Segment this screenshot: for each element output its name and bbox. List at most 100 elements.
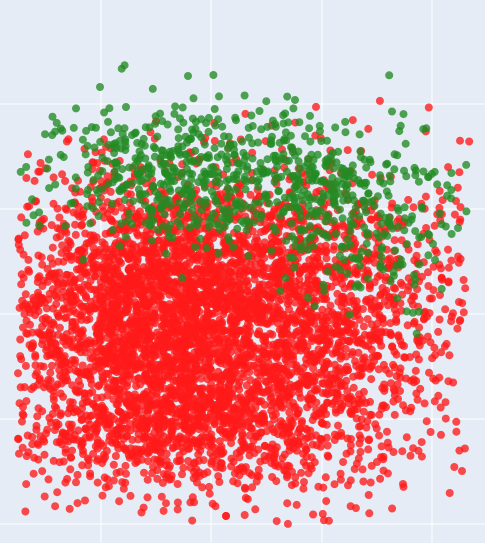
data-point	[46, 384, 55, 393]
data-point	[166, 400, 175, 409]
data-point	[318, 419, 327, 428]
data-point	[261, 377, 270, 386]
data-point	[78, 404, 87, 413]
data-point	[208, 328, 217, 337]
data-point	[296, 346, 305, 355]
data-point	[421, 192, 430, 201]
data-point	[260, 388, 269, 397]
data-point	[213, 303, 222, 312]
data-point	[278, 326, 287, 335]
data-point	[49, 304, 57, 313]
data-point	[412, 389, 421, 398]
data-point	[88, 258, 97, 267]
data-point	[317, 412, 326, 421]
data-point	[89, 243, 98, 252]
data-point	[367, 363, 375, 371]
data-point	[291, 479, 300, 488]
data-point	[89, 366, 98, 375]
data-point	[257, 309, 266, 318]
data-point	[426, 428, 435, 436]
data-point	[24, 266, 33, 274]
data-point	[323, 441, 332, 450]
data-point	[19, 403, 27, 411]
data-point	[346, 476, 355, 485]
data-point	[89, 339, 98, 348]
data-point	[33, 439, 42, 448]
data-point	[140, 390, 149, 398]
data-point	[181, 300, 190, 309]
data-point	[134, 435, 143, 444]
data-point	[69, 300, 77, 309]
data-point	[43, 425, 52, 434]
data-point	[122, 413, 131, 422]
data-point	[305, 395, 314, 404]
data-point	[93, 263, 101, 272]
data-point	[235, 405, 244, 414]
data-point	[465, 137, 474, 146]
data-point	[336, 341, 345, 350]
data-point	[424, 268, 432, 277]
data-point	[312, 441, 321, 450]
data-point	[121, 232, 130, 241]
data-point	[37, 330, 46, 339]
data-point	[84, 163, 93, 171]
data-point	[59, 153, 68, 162]
data-point	[23, 150, 32, 159]
data-point	[370, 331, 379, 340]
data-point	[194, 450, 203, 459]
data-point	[51, 502, 60, 511]
data-point	[132, 312, 141, 321]
data-point	[189, 467, 198, 476]
data-point	[178, 307, 187, 316]
data-point	[458, 467, 466, 475]
data-point	[367, 302, 376, 311]
data-point	[190, 376, 199, 384]
data-point	[121, 305, 130, 314]
data-point	[133, 219, 142, 228]
data-point	[56, 232, 65, 241]
data-point	[285, 442, 294, 451]
data-point	[29, 469, 38, 478]
data-point	[359, 407, 368, 416]
data-point	[179, 407, 188, 416]
data-point	[208, 309, 217, 318]
data-point	[261, 337, 270, 346]
data-point	[116, 394, 125, 403]
data-point	[119, 424, 128, 433]
data-point	[86, 219, 95, 228]
data-point	[104, 342, 113, 351]
data-point	[128, 245, 137, 254]
data-point	[376, 474, 385, 483]
data-point	[366, 478, 375, 487]
data-point	[70, 431, 79, 439]
data-point	[109, 273, 118, 282]
data-point	[459, 308, 468, 317]
data-point	[68, 356, 77, 365]
data-point	[269, 349, 278, 358]
data-point	[318, 379, 327, 388]
data-point	[159, 506, 168, 515]
data-point	[245, 299, 254, 308]
data-point	[399, 480, 407, 488]
data-point	[61, 478, 70, 487]
data-point	[67, 453, 76, 462]
data-point	[230, 469, 239, 478]
data-point	[251, 505, 260, 514]
data-point	[44, 475, 53, 484]
data-point	[289, 360, 298, 369]
data-point	[347, 291, 355, 300]
data-point	[194, 456, 203, 465]
data-point	[362, 423, 371, 432]
data-point	[241, 443, 250, 452]
data-point	[350, 465, 359, 473]
data-point	[267, 212, 276, 221]
data-point	[37, 253, 46, 262]
data-point	[111, 376, 120, 385]
data-point	[58, 170, 67, 179]
data-point	[189, 279, 197, 288]
data-point	[197, 275, 206, 284]
data-point	[98, 491, 107, 500]
data-point	[220, 326, 229, 335]
data-point	[167, 390, 176, 399]
data-point	[33, 412, 42, 421]
